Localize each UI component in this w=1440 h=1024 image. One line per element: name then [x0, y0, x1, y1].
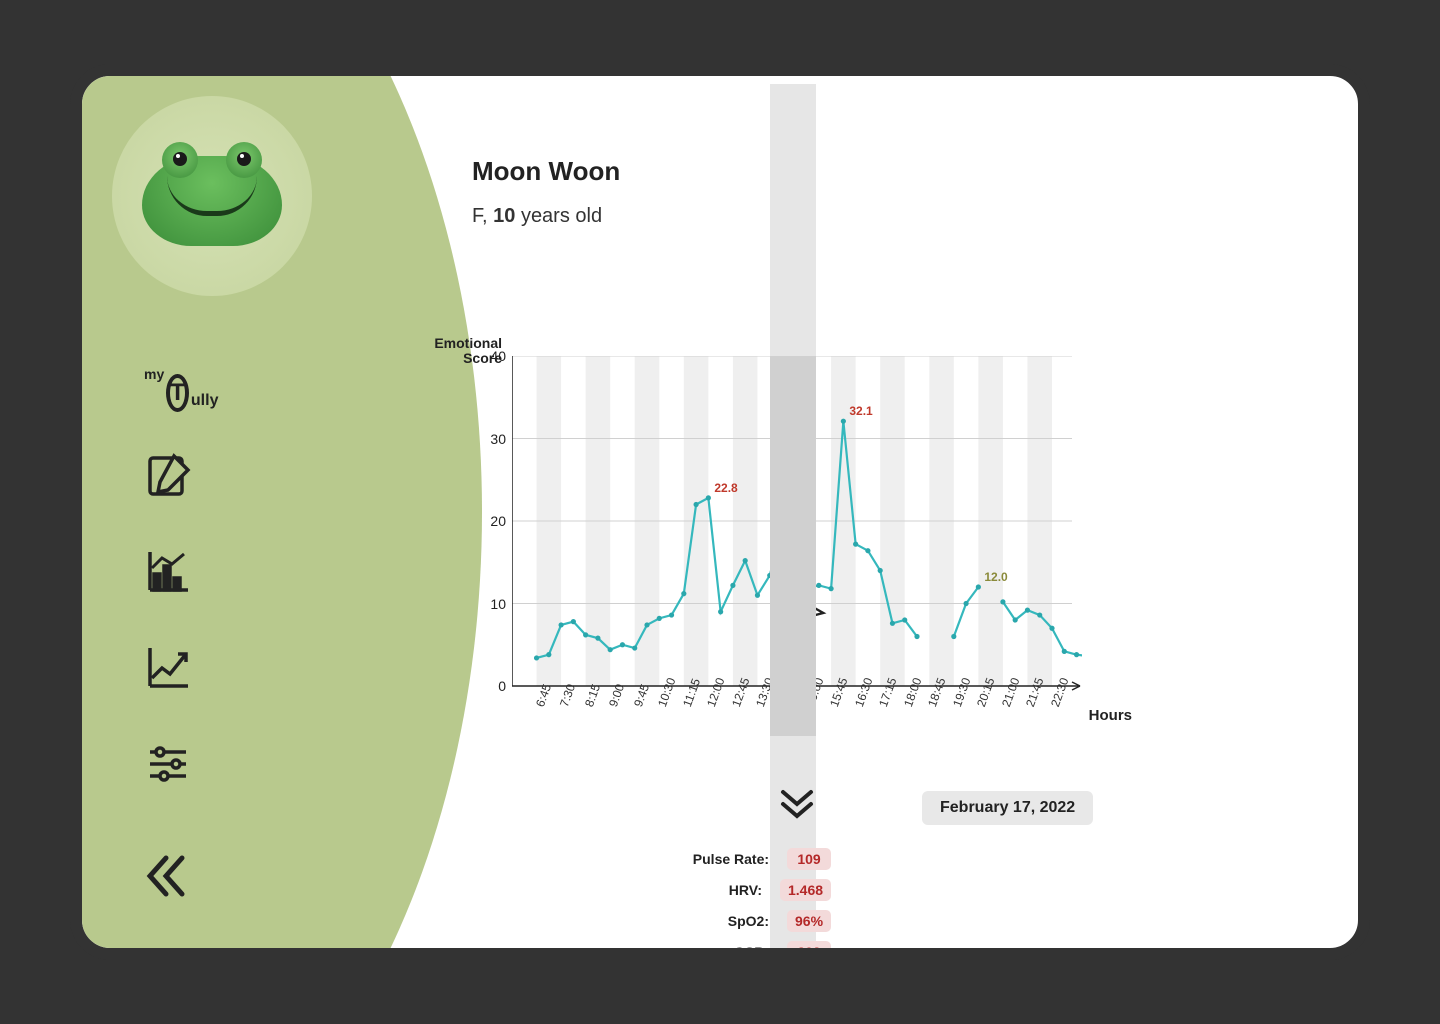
back-button[interactable] [142, 852, 198, 908]
patient-sex: F [472, 205, 482, 227]
logo-t: T [166, 374, 189, 412]
avatar[interactable] [112, 96, 312, 296]
y-tick: 20 [482, 513, 506, 529]
frog-icon [142, 146, 282, 246]
date-display: February 17, 2022 [922, 791, 1093, 825]
metric-row: Pulse Rate: 109 [642, 848, 831, 870]
metric-value: 109 [787, 848, 831, 870]
svg-text:32.1: 32.1 [849, 404, 873, 418]
y-tick: 10 [482, 596, 506, 612]
patient-meta: F, 10 years old [472, 205, 1318, 228]
metric-row: SpO2: 96% [642, 910, 831, 932]
content: Moon Woon F, 10 years old [472, 156, 1318, 228]
patient-age-suffix: years old [521, 205, 602, 227]
metrics-panel: Pulse Rate: 109 HRV: 1.468 SpO2: 96% GSR: 392 [642, 848, 831, 960]
emotional-score-chart: EmotionalScore Hours 22.819.032.112.0 01… [412, 336, 1072, 756]
y-tick: 0 [482, 678, 506, 694]
logo-ully: ully [191, 392, 219, 410]
trend-icon[interactable] [144, 644, 200, 700]
patient-age: 10 [493, 205, 515, 227]
metric-label: Pulse Rate: [649, 851, 769, 867]
patient-name: Moon Woon [472, 156, 1318, 187]
settings-icon[interactable] [144, 740, 200, 796]
metric-value: 1.468 [780, 879, 831, 901]
metric-value: 392 [787, 941, 831, 960]
selected-time-highlight-dark [770, 356, 816, 736]
nav-icons: my T ully [144, 356, 200, 796]
y-tick: 30 [482, 431, 506, 447]
logo-my: my [144, 366, 164, 382]
metric-row: GSR: 392 [642, 941, 831, 960]
app-frame: my T ully [70, 64, 1370, 960]
metric-label: HRV: [642, 882, 762, 898]
edit-icon[interactable] [144, 452, 200, 508]
metric-label: SpO2: [649, 913, 769, 929]
metric-label: GSR: [649, 944, 769, 960]
expand-down-icon[interactable] [777, 786, 817, 831]
logo-mytully[interactable]: my T ully [144, 356, 200, 412]
svg-text:12.0: 12.0 [984, 570, 1008, 584]
x-axis-title: Hours [1089, 707, 1132, 724]
metric-value: 96% [787, 910, 831, 932]
metric-row: HRV: 1.468 [642, 879, 831, 901]
svg-text:22.8: 22.8 [714, 481, 738, 495]
bar-chart-icon[interactable] [144, 548, 200, 604]
y-tick: 40 [482, 348, 506, 364]
